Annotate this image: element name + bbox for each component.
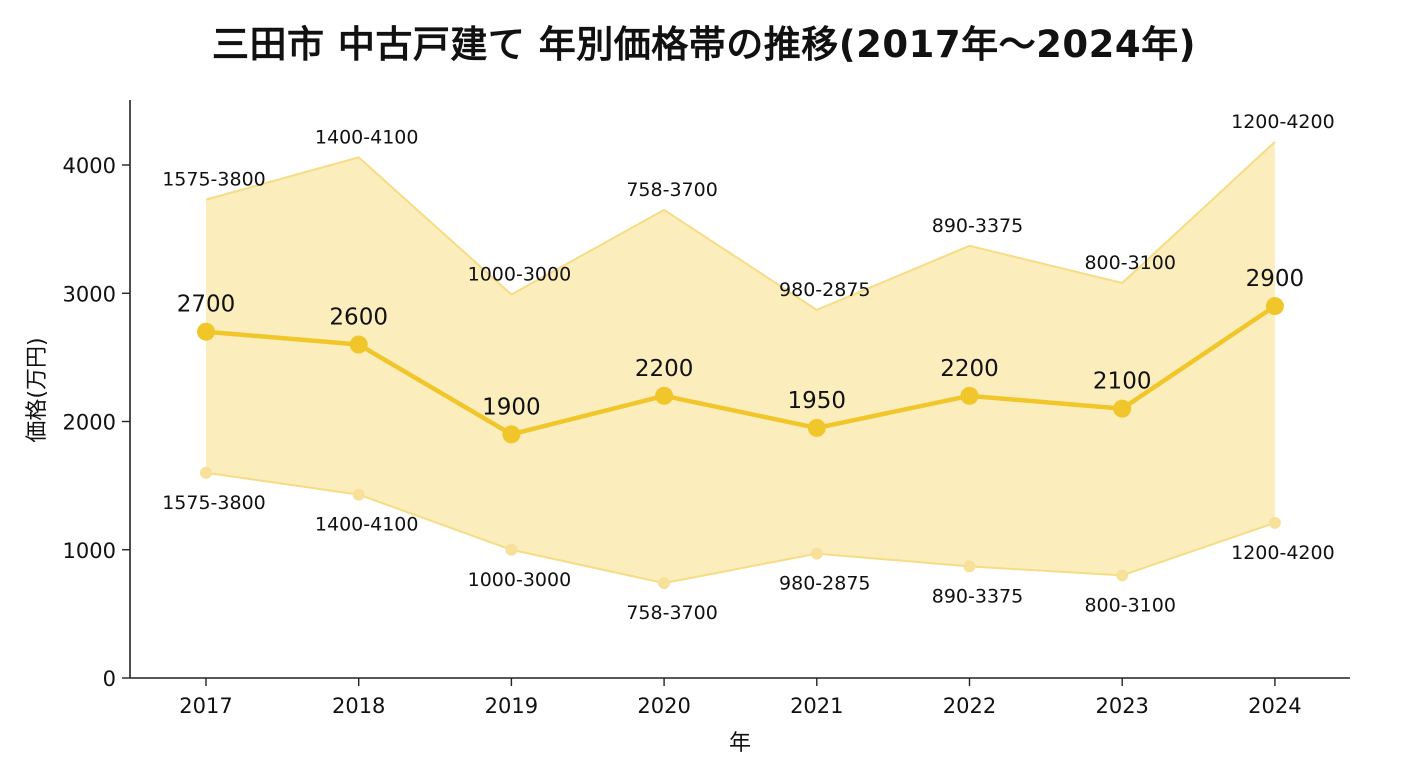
y-tick-label-3000: 3000 (63, 282, 116, 306)
median-point-2019 (502, 425, 521, 444)
x-tick-label-2024: 2024 (1248, 694, 1301, 718)
range-label-top-2023: 800-3100 (1084, 252, 1175, 274)
band-low-point-2023 (1116, 569, 1129, 582)
band-low-point-2018 (352, 488, 365, 501)
x-tick-label-2017: 2017 (179, 694, 232, 718)
price-range-band-layer (200, 141, 1281, 590)
median-price-line (205, 304, 1277, 437)
x-axis-title: 年 (729, 731, 751, 756)
range-label-top-2019: 1000-3000 (468, 264, 572, 286)
value-label-2022: 2200 (940, 356, 999, 382)
label-layer: 2700 2600 1900 2200 1950 2200 2100 2900 1575-380… (162, 111, 1334, 624)
median-point-2021 (807, 418, 826, 437)
median-point-2022 (960, 386, 979, 405)
value-label-2021: 1950 (788, 388, 847, 414)
band-low-point-2020 (658, 577, 671, 590)
range-label-top-2020: 758-3700 (626, 179, 717, 201)
price-range-band (206, 141, 1275, 584)
range-label-top-2021: 980-2875 (779, 279, 870, 301)
chart-title: 三田市 中古戸建て 年別価格帯の推移(2017年～2024年) (211, 23, 1197, 66)
x-tick-label-2023: 2023 (1095, 694, 1148, 718)
median-point-2020 (655, 386, 674, 405)
y-tick-label-0: 0 (103, 667, 116, 691)
x-tick-label-2019: 2019 (485, 694, 538, 718)
x-tick-label-2022: 2022 (943, 694, 996, 718)
y-tick-label-2000: 2000 (63, 411, 116, 435)
median-point-2023 (1113, 399, 1132, 418)
range-label-bottom-2024: 1200-4200 (1231, 542, 1335, 564)
range-label-bottom-2017: 1575-3800 (162, 492, 266, 514)
band-low-point-2022 (963, 560, 976, 573)
median-point-2018 (349, 335, 368, 354)
value-label-2019: 1900 (482, 394, 541, 420)
y-tick-label-1000: 1000 (63, 539, 116, 563)
band-low-point-2019 (505, 543, 518, 556)
range-label-bottom-2023: 800-3100 (1084, 594, 1175, 616)
band-low-point-2024 (1268, 516, 1281, 529)
value-label-2020: 2200 (635, 356, 694, 382)
x-tick-label-2018: 2018 (332, 694, 385, 718)
x-tick-label-2020: 2020 (637, 694, 690, 718)
axes: 0 1000 2000 3000 4000 2017 2018 2019 2020 2021 202… (63, 100, 1350, 718)
median-point-2024 (1265, 297, 1284, 316)
range-label-bottom-2021: 980-2875 (779, 573, 870, 595)
x-tick-label-2021: 2021 (790, 694, 843, 718)
median-line-layer (197, 297, 1284, 444)
range-label-bottom-2019: 1000-3000 (468, 569, 572, 591)
y-tick-label-4000: 4000 (63, 154, 116, 178)
range-label-bottom-2022: 890-3375 (932, 585, 1023, 607)
range-label-bottom-2020: 758-3700 (626, 602, 717, 624)
value-label-2023: 2100 (1093, 369, 1152, 395)
median-point-2017 (197, 322, 215, 341)
value-label-2024: 2900 (1246, 266, 1305, 292)
range-label-top-2017: 1575-3800 (162, 169, 266, 191)
range-label-bottom-2018: 1400-4100 (315, 514, 419, 536)
y-axis-title: 価格(万円) (25, 337, 50, 442)
band-upper-edge (205, 141, 1276, 312)
range-label-top-2024: 1200-4200 (1231, 111, 1335, 133)
value-label-2018: 2600 (329, 305, 388, 331)
range-label-top-2018: 1400-4100 (315, 126, 419, 148)
value-label-2017: 2700 (177, 292, 236, 318)
band-low-point-2021 (810, 547, 823, 560)
band-low-point-2017 (200, 466, 212, 479)
range-label-top-2022: 890-3375 (932, 215, 1023, 237)
band-lower-edge (205, 471, 1276, 585)
